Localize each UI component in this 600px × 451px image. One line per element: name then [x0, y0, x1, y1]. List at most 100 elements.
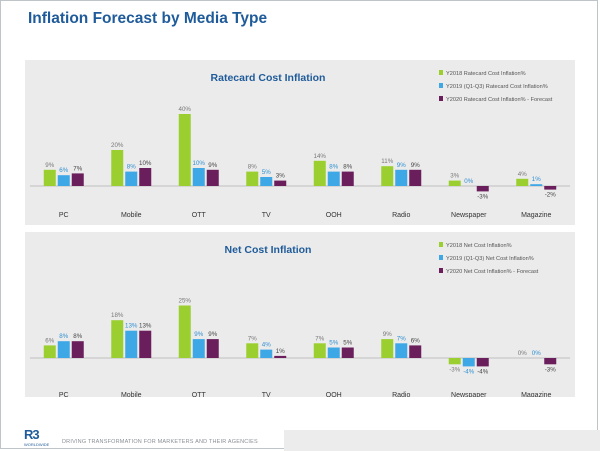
logo-mark: R3 [24, 427, 40, 442]
net-legend-label-2: Y2019 (Q1-Q3) Net Cost Inflation% [446, 256, 534, 262]
net-bar-ooh-2 [327, 347, 340, 358]
ratecard-bar-tv-3 [274, 180, 287, 186]
ratecard-bar-ott-3 [206, 169, 219, 186]
ratecard-bar-mobile-2 [125, 171, 138, 186]
ratecard-value-label-radio-1: 11% [381, 158, 393, 165]
net-value-label-ooh-3: 5% [343, 340, 352, 347]
ratecard-value-label-ott-2: 10% [193, 160, 206, 167]
net-value-label-pc-2: 8% [59, 333, 68, 340]
net-bar-tv-2 [260, 349, 273, 358]
net-bar-pc-1 [43, 345, 56, 358]
ratecard-value-label-magazine-3: -2% [545, 192, 557, 199]
net-value-label-ooh-1: 7% [315, 335, 324, 342]
ratecard-value-label-tv-3: 3% [276, 173, 285, 180]
net-value-label-newspaper-2: -4% [463, 368, 475, 375]
footer-tagline: DRIVING TRANSFORMATION FOR MARKETERS AND… [62, 439, 258, 445]
ratecard-bar-magazine-3 [544, 186, 557, 190]
ratecard-bar-ooh-1 [313, 160, 326, 186]
net-bar-tv-1 [246, 343, 259, 358]
net-value-label-radio-2: 7% [397, 335, 406, 342]
ratecard-bar-ott-2 [192, 168, 205, 186]
net-value-label-ott-1: 25% [179, 298, 192, 305]
ratecard-category-ooh: OOH [326, 212, 342, 219]
ratecard-bar-pc-3 [71, 173, 84, 186]
net-value-label-magazine-1: 0% [518, 350, 527, 357]
ratecard-value-label-tv-2: 5% [262, 169, 271, 176]
ratecard-bar-radio-1 [381, 166, 394, 186]
net-value-label-ott-2: 9% [194, 331, 203, 338]
net-value-label-magazine-3: -3% [545, 366, 557, 373]
ratecard-value-label-radio-3: 9% [411, 162, 420, 169]
net-value-label-ooh-2: 5% [329, 340, 338, 347]
ratecard-bar-tv-2 [260, 177, 273, 186]
net-value-label-tv-1: 7% [248, 335, 257, 342]
ratecard-bar-newspaper-1 [448, 180, 461, 186]
net-value-label-mobile-1: 18% [111, 312, 124, 319]
net-category-ooh: OOH [326, 392, 342, 397]
ratecard-bar-ooh-2 [327, 171, 340, 186]
net-bar-pc-2 [57, 341, 70, 358]
net-legend-swatch-3 [439, 268, 443, 273]
net-bar-radio-2 [395, 343, 408, 358]
ratecard-legend-label-2: Y2019 (Q1-Q3) Ratecard Cost Inflation% [446, 84, 548, 90]
ratecard-bar-magazine-1 [516, 178, 529, 186]
ratecard-value-label-ott-3: 9% [208, 162, 217, 169]
ratecard-value-label-ooh-1: 14% [314, 153, 327, 160]
ratecard-value-label-pc-3: 7% [73, 165, 82, 172]
net-bar-radio-3 [409, 345, 422, 358]
ratecard-bar-mobile-1 [111, 150, 124, 186]
net-value-label-tv-2: 4% [262, 342, 271, 349]
ratecard-legend-swatch-1 [439, 70, 443, 75]
ratecard-chart-panel: Ratecard Cost Inflation Y2018 Ratecard Co… [25, 60, 575, 225]
ratecard-value-label-newspaper-3: -3% [477, 193, 489, 200]
ratecard-value-label-mobile-2: 8% [127, 164, 136, 171]
ratecard-value-label-newspaper-2: 0% [464, 178, 473, 185]
ratecard-bar-mobile-3 [139, 168, 152, 186]
net-category-magazine: Magazine [521, 392, 551, 397]
ratecard-chart-title: Ratecard Cost Inflation [211, 72, 326, 84]
net-bar-ott-3 [206, 339, 219, 358]
net-bar-tv-3 [274, 355, 287, 358]
net-bar-magazine-3 [544, 358, 557, 365]
net-bar-ooh-1 [313, 343, 326, 358]
net-value-label-pc-1: 6% [45, 337, 54, 344]
ratecard-bar-ott-1 [178, 114, 191, 186]
net-bar-mobile-1 [111, 320, 124, 358]
ratecard-value-label-ooh-2: 8% [329, 164, 338, 171]
net-category-ott: OTT [192, 392, 207, 397]
net-chart-title: Net Cost Inflation [225, 244, 312, 256]
ratecard-value-label-newspaper-1: 3% [450, 173, 459, 180]
net-value-label-ott-3: 9% [208, 331, 217, 338]
ratecard-value-label-mobile-3: 10% [139, 160, 152, 167]
net-bar-mobile-3 [139, 330, 152, 358]
ratecard-legend-label-3: Y2020 Ratecard Cost Inflation% - Forecas… [446, 97, 553, 103]
net-value-label-tv-3: 1% [276, 348, 285, 355]
net-value-label-mobile-3: 13% [139, 323, 152, 330]
net-chart-panel: Net Cost Inflation Y2018 Net Cost Inflati… [25, 232, 575, 397]
r3-logo: R3 WORLDWIDE [24, 428, 54, 448]
page-title: Inflation Forecast by Media Type [28, 10, 268, 27]
ratecard-category-pc: PC [59, 212, 69, 219]
ratecard-category-radio: Radio [392, 212, 410, 219]
net-legend-swatch-1 [439, 242, 443, 247]
ratecard-bar-pc-1 [43, 169, 56, 186]
net-chart: Net Cost Inflation Y2018 Net Cost Inflati… [30, 242, 570, 397]
ratecard-bar-magazine-2 [530, 184, 543, 186]
ratecard-value-label-ott-1: 40% [179, 106, 192, 113]
net-bar-ott-2 [192, 339, 205, 358]
net-bar-ooh-3 [341, 347, 354, 358]
net-bar-pc-3 [71, 341, 84, 358]
ratecard-bar-newspaper-3 [476, 186, 489, 192]
ratecard-bar-tv-1 [246, 171, 259, 186]
net-legend-swatch-2 [439, 255, 443, 260]
ratecard-legend-swatch-3 [439, 96, 443, 101]
ratecard-category-mobile: Mobile [121, 212, 142, 219]
net-bar-ott-1 [178, 305, 191, 358]
net-value-label-radio-3: 6% [411, 337, 420, 344]
ratecard-bar-radio-2 [395, 169, 408, 186]
ratecard-value-label-radio-2: 9% [397, 162, 406, 169]
net-legend-label-1: Y2018 Net Cost Inflation% [446, 243, 512, 249]
ratecard-chart: Ratecard Cost Inflation Y2018 Ratecard Co… [30, 70, 570, 219]
net-category-newspaper: Newspaper [451, 392, 487, 397]
net-value-label-mobile-2: 13% [125, 323, 138, 330]
